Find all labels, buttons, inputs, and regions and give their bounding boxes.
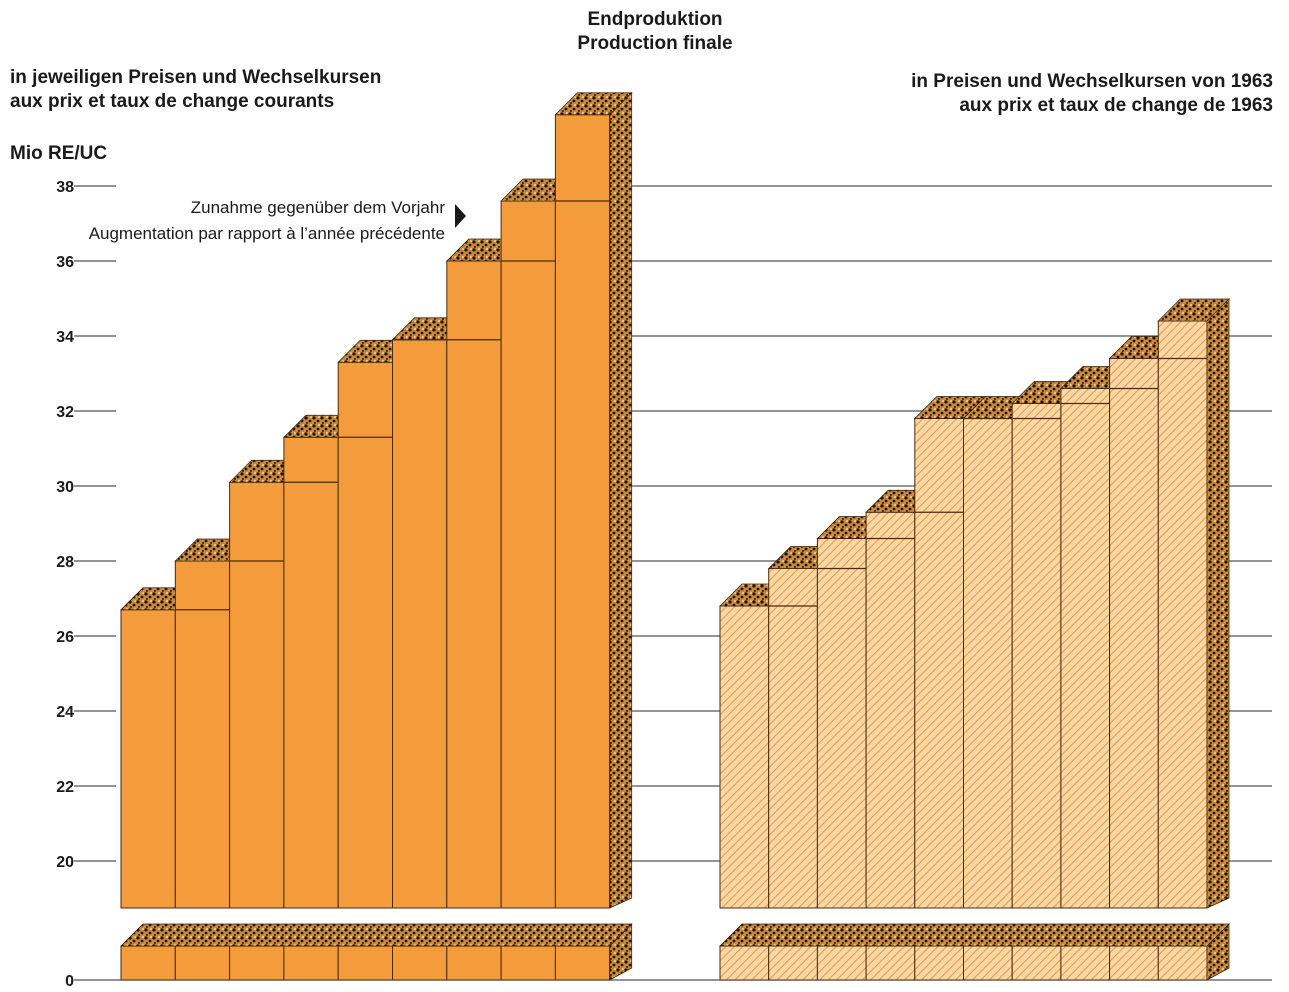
left-stub-2: [174, 945, 231, 981]
unit-label: Mio RE/UC: [10, 143, 108, 164]
chart-title-fr: Production finale: [577, 33, 733, 54]
annotation-line-de: Zunahme gegenüber dem Vorjahr: [190, 198, 445, 217]
right-stub-4: [865, 945, 916, 981]
y-tick-label-24: 24: [56, 704, 74, 721]
right-bar-8: [1060, 388, 1111, 909]
right-stub-2: [768, 945, 818, 981]
bars: [120, 91, 1230, 981]
left-bar-8: [500, 200, 556, 909]
left-bar-5: [337, 361, 394, 909]
annotation-pointer-icon: [455, 204, 466, 228]
left-stub-9: [554, 945, 611, 981]
left-stub-top: [120, 923, 633, 947]
right-stub-8: [1060, 945, 1111, 981]
right-bar-2: [768, 568, 818, 909]
y-tick-label-36: 36: [56, 254, 74, 271]
right-stub-5: [914, 945, 964, 981]
y-tick-label-20: 20: [56, 854, 74, 871]
left-side-face: [609, 91, 633, 909]
y-tick-label-0: 0: [65, 973, 74, 990]
right-subtitle-fr: aux prix et taux de change de 1963: [959, 95, 1273, 116]
right-subtitle-de: in Preisen und Wechselkursen von 1963: [911, 71, 1273, 92]
left-stub-side: [609, 923, 633, 981]
left-subtitle-de: in jeweiligen Preisen und Wechselkursen: [10, 67, 382, 88]
right-panel-subtitle: in Preisen und Wechselkursen von 1963 au…: [911, 70, 1273, 118]
right-stub-7: [1011, 945, 1062, 981]
left-stub-3: [229, 945, 285, 981]
left-bar-7: [446, 260, 502, 909]
left-stub-4: [283, 945, 339, 981]
right-stub-6: [963, 945, 1013, 981]
chart-title: Endproduktion Production finale: [520, 8, 790, 56]
left-bar-1: [120, 609, 176, 909]
right-bar-7: [1011, 403, 1062, 909]
y-tick-label-32: 32: [56, 404, 74, 421]
y-tick-label-30: 30: [56, 479, 74, 496]
left-stub-8: [500, 945, 556, 981]
y-tick-label-28: 28: [56, 554, 74, 571]
right-bar-3: [816, 538, 867, 909]
right-stub-10: [1157, 945, 1208, 981]
right-bar-1: [719, 605, 770, 909]
right-bar-5: [914, 418, 964, 909]
left-panel-subtitle: in jeweiligen Preisen und Wechselkursen …: [10, 66, 381, 114]
left-bar-6: [392, 339, 448, 909]
y-tick-label-34: 34: [56, 329, 74, 346]
left-stub-5: [337, 945, 394, 981]
y-tick-label-26: 26: [56, 629, 74, 646]
left-bar-9: [554, 114, 611, 909]
left-stub-7: [446, 945, 502, 981]
right-stub-3: [816, 945, 867, 981]
left-bar-3: [229, 481, 285, 909]
left-stub-6: [392, 945, 448, 981]
left-subtitle-fr: aux prix et taux de change courants: [10, 91, 335, 112]
left-bar-2: [174, 560, 231, 909]
annotation-line-fr: Augmentation par rapport à l’année précé…: [88, 224, 445, 243]
right-stub-1: [719, 945, 770, 981]
y-axis-ticks: 0 20 22 24 26 28 30 32 34 36 38: [56, 179, 466, 990]
right-bar-9: [1109, 358, 1159, 909]
right-stub-top: [719, 923, 1230, 947]
right-side-face: [1206, 298, 1230, 909]
y-tick-label-22: 22: [56, 779, 74, 796]
y-tick-label-38: 38: [56, 179, 74, 196]
right-bar-10: [1157, 320, 1208, 909]
right-bar-4: [865, 511, 916, 909]
left-stub-1: [120, 945, 176, 981]
right-bar-6: [963, 418, 1013, 909]
right-stub-side: [1206, 923, 1230, 981]
chart-title-de: Endproduktion: [587, 9, 723, 30]
right-stub-9: [1109, 945, 1159, 981]
left-bar-4: [283, 436, 339, 909]
